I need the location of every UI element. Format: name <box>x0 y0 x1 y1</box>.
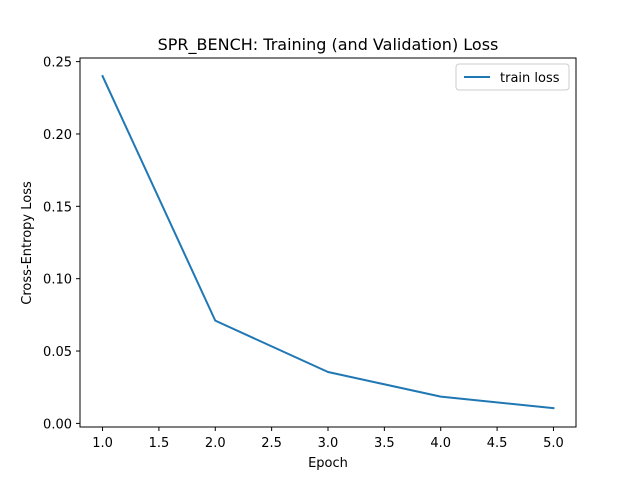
axes: 1.0 1.5 2.0 2.5 3.0 3.5 4.0 4.5 5.0 0.00 0.05 0.10 0… <box>43 56 577 451</box>
x-tick-label: 1.0 <box>92 436 113 451</box>
x-tick-label: 1.5 <box>149 436 170 451</box>
legend-box <box>455 63 570 91</box>
y-tick-label: 0.10 <box>43 273 72 288</box>
x-tick-label: 2.5 <box>261 436 282 451</box>
x-axis-label: Epoch <box>308 456 348 471</box>
x-tick-label: 4.0 <box>430 436 451 451</box>
y-tick-label: 0.00 <box>43 417 72 432</box>
y-tick-label: 0.20 <box>43 128 72 143</box>
x-tick-label: 5.0 <box>543 436 564 451</box>
y-tick-label: 0.15 <box>43 200 72 215</box>
legend: train loss <box>455 63 570 91</box>
x-tick-label: 4.5 <box>487 436 508 451</box>
x-tick-label: 3.0 <box>318 436 339 451</box>
legend-label-0: train loss <box>500 71 560 86</box>
x-tick-label: 2.0 <box>205 436 226 451</box>
y-tick-label: 0.25 <box>43 56 72 71</box>
y-axis-label: Cross-Entropy Loss <box>20 181 35 305</box>
x-tick-label: 3.5 <box>374 436 395 451</box>
chart-title: SPR_BENCH: Training (and Validation) Los… <box>158 35 499 55</box>
plot-area <box>101 74 555 410</box>
y-tick-label: 0.05 <box>43 345 72 360</box>
